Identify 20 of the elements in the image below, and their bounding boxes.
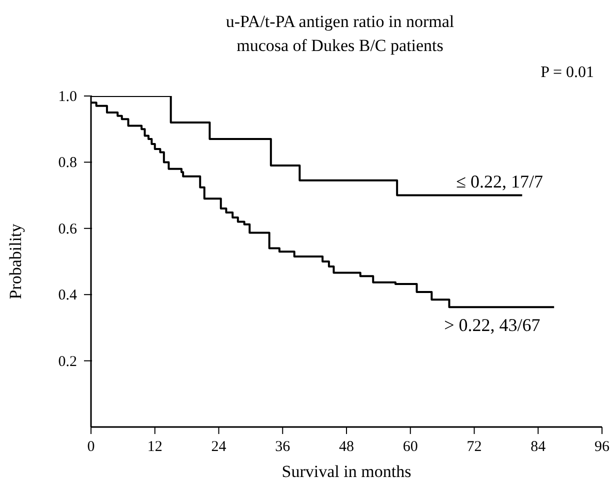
series-label: > 0.22, 43/67 — [444, 315, 540, 336]
y-tick-label: 0.8 — [58, 155, 77, 172]
x-tick-label: 12 — [147, 439, 162, 455]
series-label: ≤ 0.22, 17/7 — [456, 171, 544, 192]
y-tick-label: 0.4 — [58, 288, 78, 304]
x-tick-label: 84 — [530, 439, 546, 455]
x-tick-label: 0 — [87, 439, 95, 455]
y-tick-label: 1.0 — [58, 89, 77, 105]
x-axis-title: Survival in months — [282, 462, 412, 481]
y-axis-title: Probability — [6, 223, 26, 300]
y-tick-label: 0.2 — [58, 354, 77, 370]
chart-title: u-PA/t-PA antigen ratio in normal mucosa of Dukes B/C patients — [224, 11, 456, 57]
x-tick-label: 60 — [402, 439, 418, 455]
x-tick-label: 48 — [339, 439, 354, 455]
x-tick-label: 24 — [211, 439, 227, 455]
x-tick-label: 72 — [466, 439, 482, 455]
x-tick-label: 96 — [594, 439, 610, 455]
x-tick-label: 36 — [275, 439, 291, 455]
text: P = 0.01 — [540, 64, 594, 82]
y-tick-label: 0.6 — [58, 221, 78, 238]
